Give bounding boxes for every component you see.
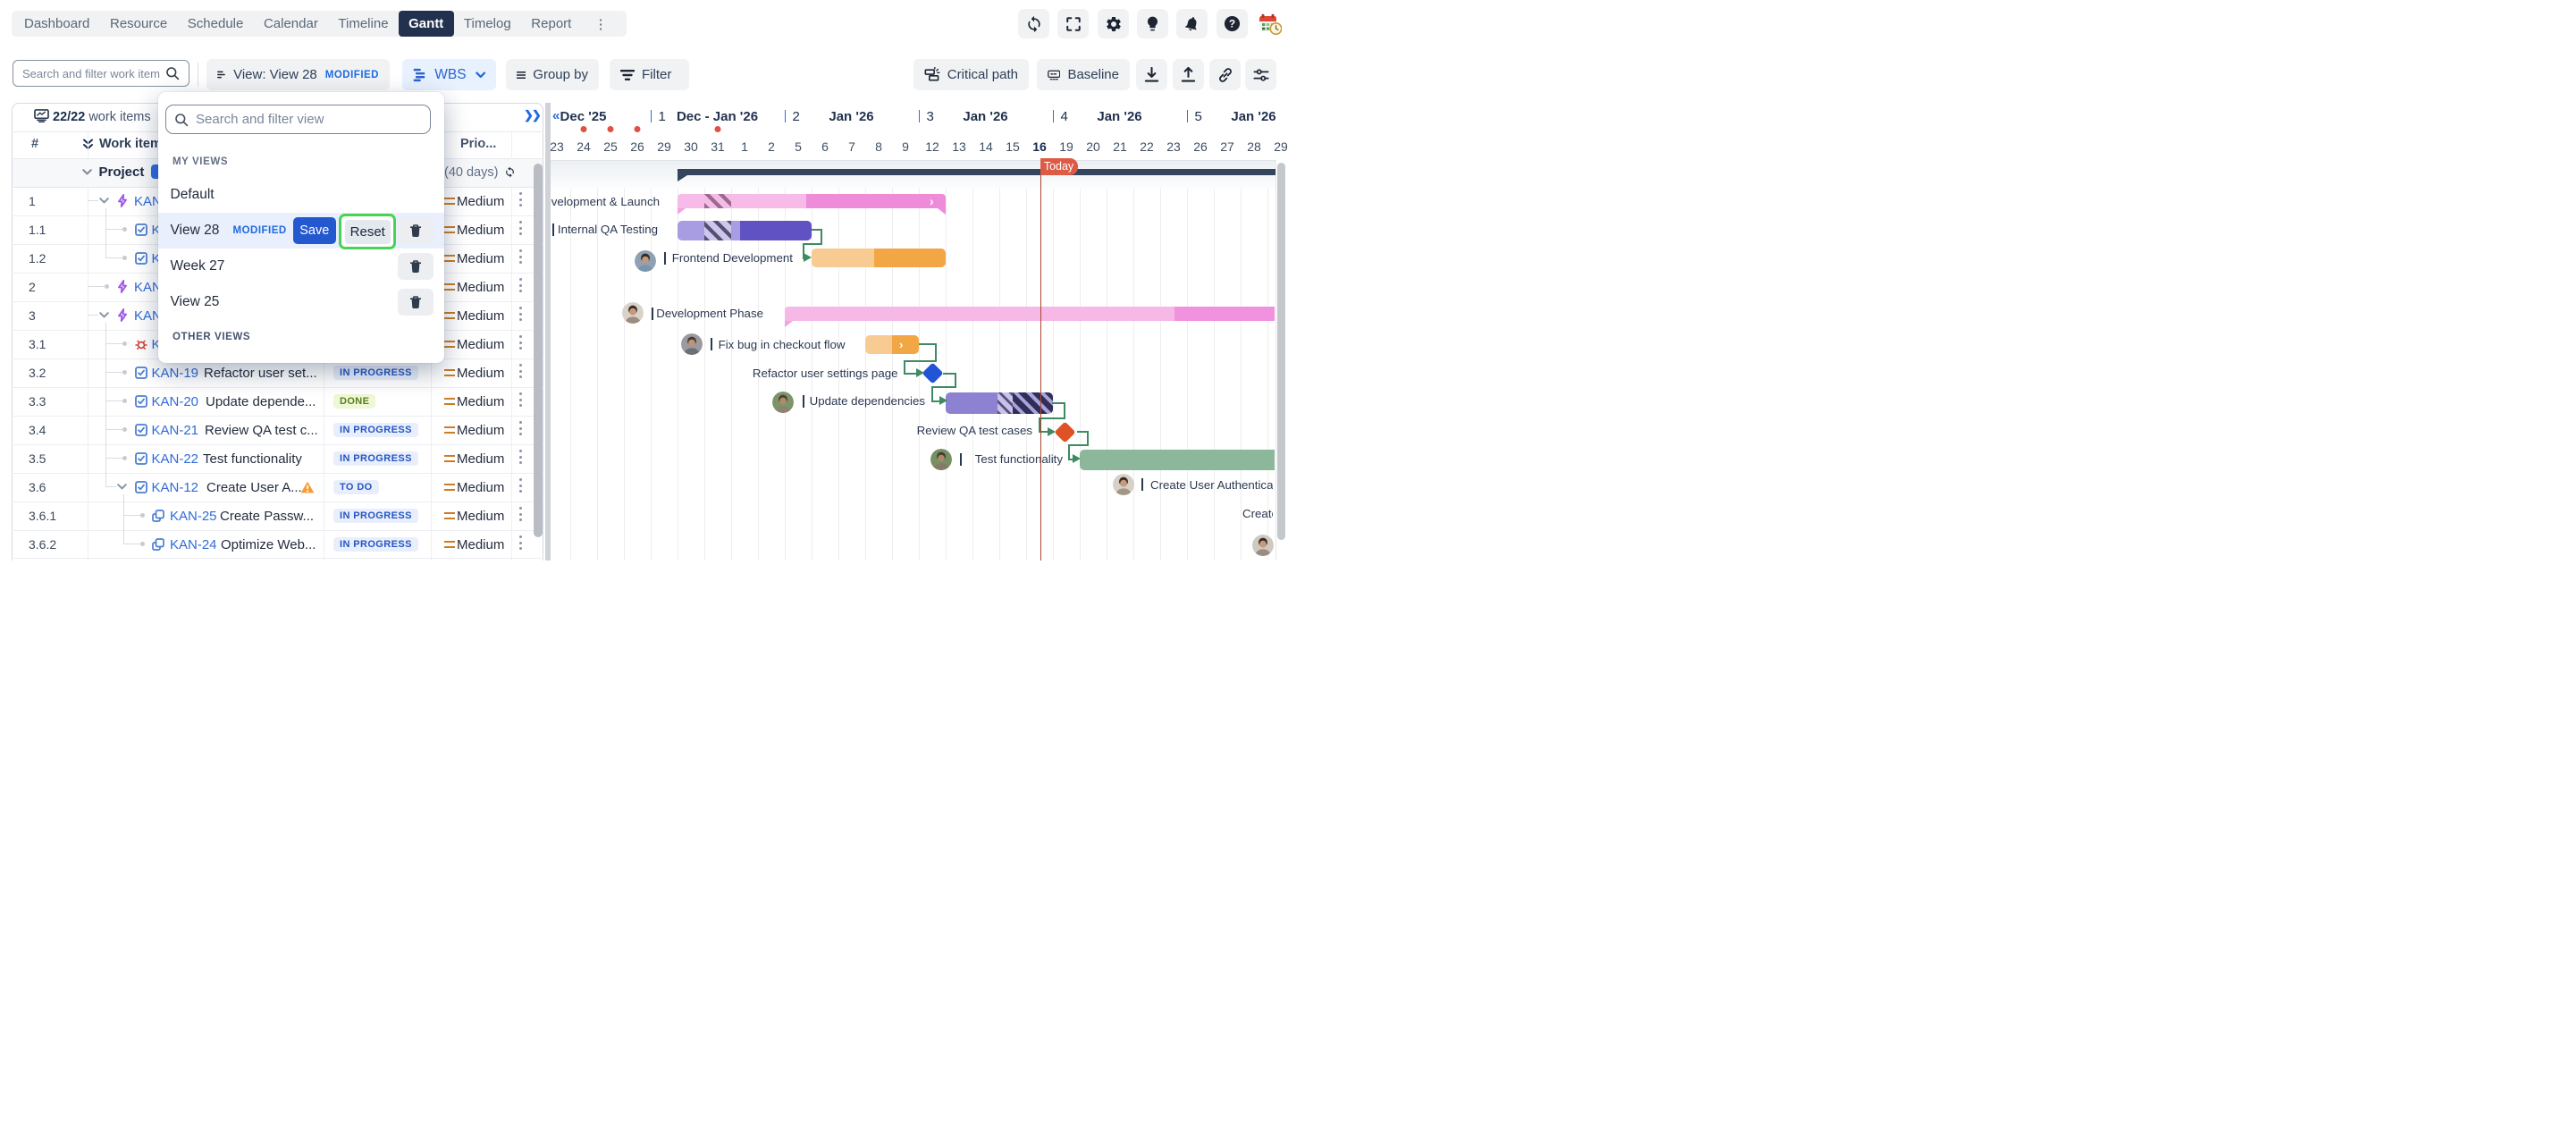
svg-text:?: ? [1229,17,1235,30]
